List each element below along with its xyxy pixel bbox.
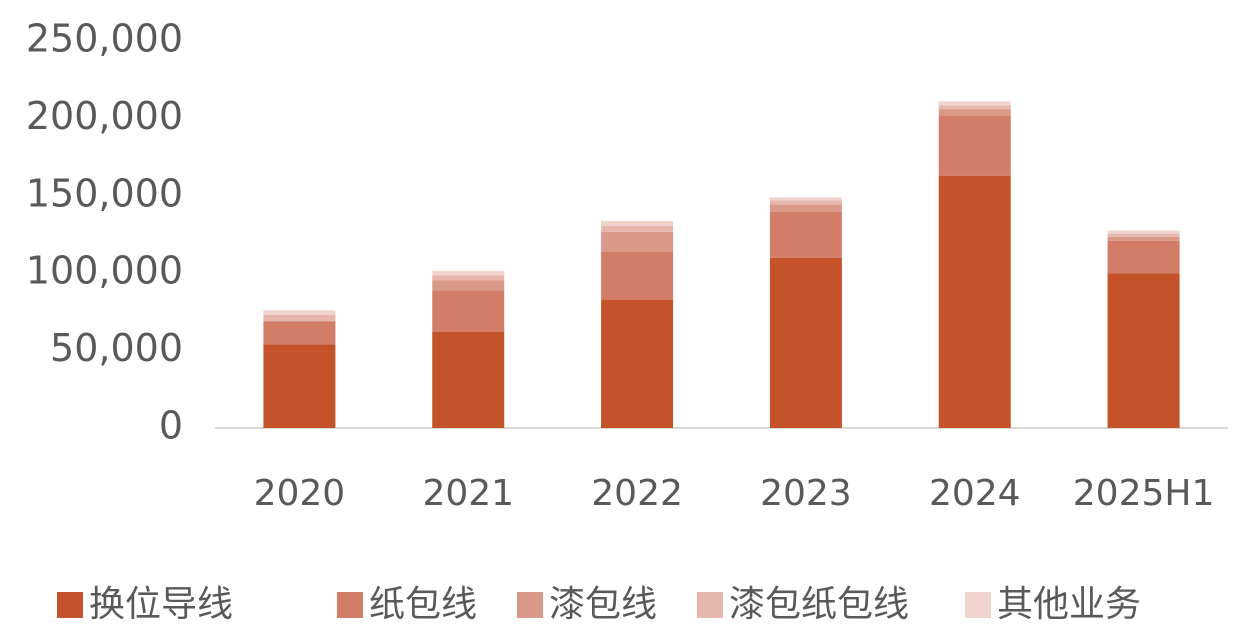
- legend-swatch: [337, 592, 363, 618]
- legend-swatch: [697, 592, 723, 618]
- x-tick-label: 2023: [760, 473, 852, 514]
- y-tick-label: 0: [159, 404, 183, 448]
- bar-segment: [601, 225, 674, 232]
- bar-segment: [769, 197, 842, 201]
- x-tick-label: 2025H1: [1073, 473, 1215, 514]
- y-tick-label: 250,000: [26, 17, 183, 61]
- x-tick-label: 2022: [591, 473, 683, 514]
- bar-segment: [938, 109, 1011, 116]
- x-tick-label: 2021: [422, 473, 514, 514]
- bar-segment: [769, 211, 842, 258]
- bar-segment: [1107, 233, 1180, 237]
- bar-segment: [432, 332, 505, 428]
- legend-label: 换位导线: [89, 584, 233, 625]
- legend-label: 其他业务: [997, 584, 1141, 625]
- bar-segment: [601, 231, 674, 252]
- legend-label: 漆包线: [549, 584, 657, 625]
- bar-segment: [601, 299, 674, 428]
- bar-segment: [263, 344, 336, 428]
- y-tick-label: 150,000: [26, 171, 183, 215]
- x-tick-label: 2020: [254, 473, 346, 514]
- bar-segment: [1107, 230, 1180, 234]
- bar-segment: [263, 321, 336, 345]
- bar-segment: [432, 280, 505, 291]
- bar-segment: [601, 221, 674, 226]
- bar-segment: [1107, 240, 1180, 274]
- bar-segment: [601, 251, 674, 300]
- y-tick-label: 200,000: [26, 94, 183, 138]
- bar-segment: [263, 310, 336, 315]
- bar-segment: [938, 115, 1011, 176]
- legend-swatch: [965, 592, 991, 618]
- bar-segment: [769, 257, 842, 428]
- y-tick-label: 50,000: [50, 326, 183, 370]
- bar-segment: [432, 270, 505, 276]
- legend-swatch: [57, 592, 83, 618]
- legend-swatch: [517, 592, 543, 618]
- bar-segment: [938, 175, 1011, 428]
- legend-label: 纸包线: [369, 584, 477, 625]
- bar-segment: [1107, 236, 1180, 241]
- bar-segment: [938, 101, 1011, 106]
- bar-segment: [432, 290, 505, 333]
- bar-segment: [938, 105, 1011, 110]
- y-tick-label: 100,000: [26, 249, 183, 293]
- bar-segment: [1107, 273, 1180, 428]
- bar-segment: [432, 275, 505, 281]
- bar-segment: [263, 314, 336, 322]
- bar-segment: [769, 204, 842, 212]
- x-tick-label: 2024: [929, 473, 1021, 514]
- legend-label: 漆包纸包线: [729, 584, 909, 625]
- bar-segment: [769, 200, 842, 205]
